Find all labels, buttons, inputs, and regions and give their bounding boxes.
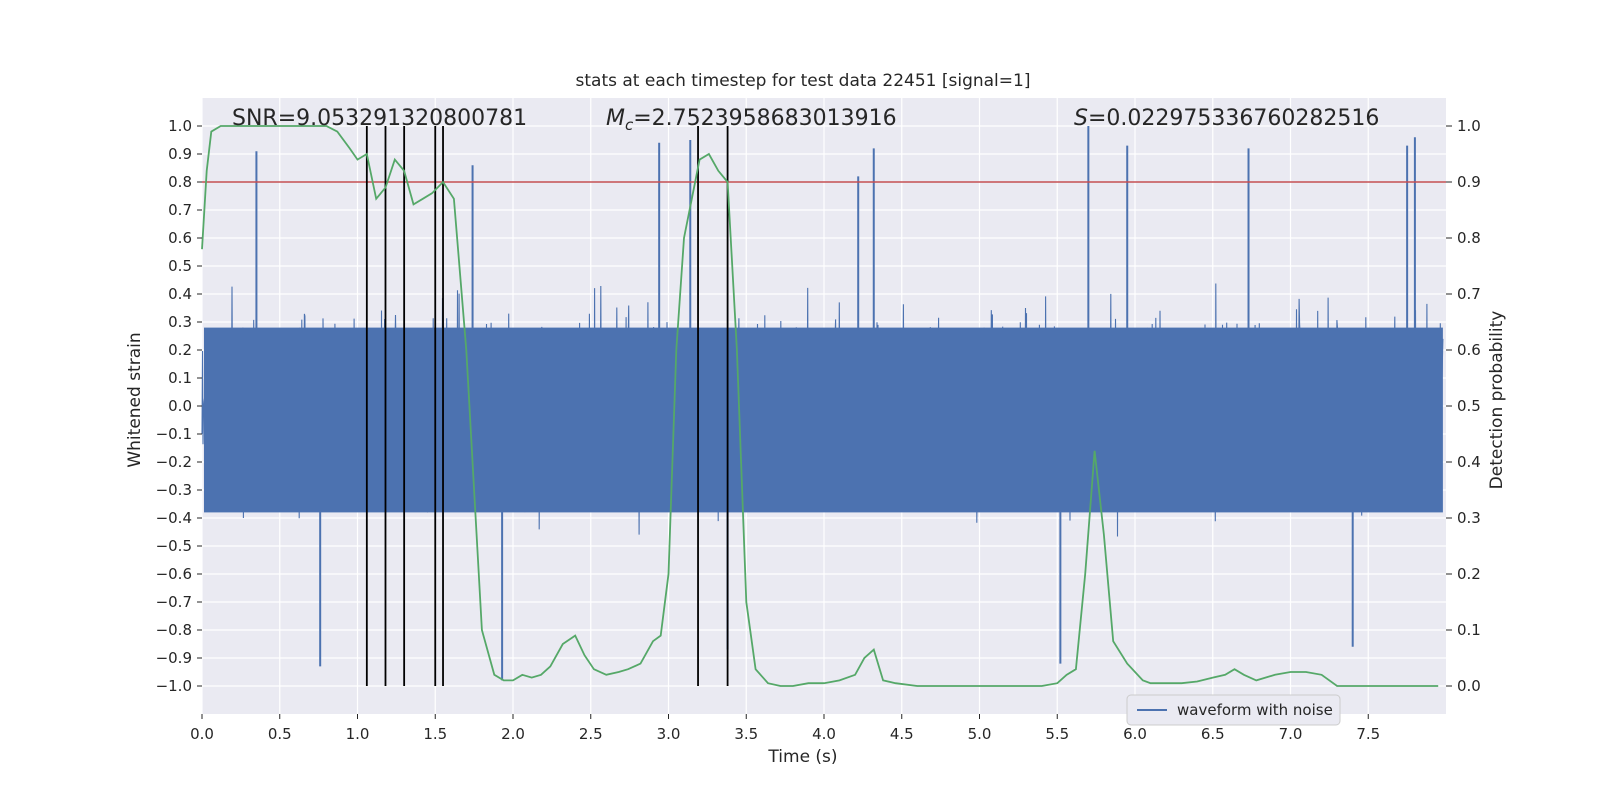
chart-title: stats at each timestep for test data 224… (576, 71, 1031, 91)
vertical-markers (365, 126, 729, 686)
x-tick-label: 5.5 (1045, 725, 1069, 743)
y-left-tick-label: 0.7 (168, 201, 192, 219)
axis-ticks: 0.0 0.5 1.0 1.5 2.0 2.5 3.0 3.5 4.0 4.5 5.0 5.5 6.0 6… (156, 117, 1481, 743)
y-left-tick-label: 0.3 (168, 313, 192, 331)
y-right-tick-label: 0.1 (1457, 621, 1481, 639)
chirp-mass-annotation: Mc=2.7523958683013916 (606, 106, 897, 134)
probability-series (201, 125, 1439, 687)
x-tick-label: 4.0 (812, 725, 836, 743)
probability-line (201, 125, 1439, 687)
chirp-mass-value: =2.7523958683013916 (633, 106, 896, 131)
x-axis-label: Time (s) (767, 747, 837, 767)
x-tick-label: 7.0 (1279, 725, 1303, 743)
y-left-tick-label: −0.1 (156, 425, 192, 443)
x-tick-label: 2.0 (501, 725, 525, 743)
y-left-tick-label: 1.0 (168, 117, 192, 135)
y-left-tick-label: 0.8 (168, 173, 192, 191)
snr-annotation: SNR=9.053291320800781 (232, 106, 527, 131)
y-right-tick-label: 0.5 (1457, 397, 1481, 415)
y-axis-label-left: Whitened strain (125, 332, 145, 467)
y-left-tick-label: −0.8 (156, 621, 192, 639)
x-tick-label: 6.5 (1201, 725, 1225, 743)
y-right-tick-label: 0.4 (1457, 453, 1481, 471)
y-right-tick-label: 0.8 (1457, 229, 1481, 247)
chirp-mass-subscript: c (625, 116, 634, 134)
y-left-tick-label: −0.7 (156, 593, 192, 611)
y-left-tick-label: 0.2 (168, 341, 192, 359)
y-right-tick-label: 0.9 (1457, 173, 1481, 191)
y-left-tick-label: 0.1 (168, 369, 192, 387)
x-tick-label: 7.5 (1356, 725, 1380, 743)
spin-symbol: S (1074, 106, 1088, 131)
y-left-tick-label: −0.6 (156, 565, 192, 583)
x-tick-label: 0.0 (190, 725, 214, 743)
x-tick-label: 5.0 (968, 725, 992, 743)
y-left-tick-label: −0.5 (156, 537, 192, 555)
y-left-tick-label: 0.6 (168, 229, 192, 247)
waveform-core-band (204, 327, 1443, 513)
chirp-mass-symbol: M (606, 106, 625, 131)
y-left-tick-label: 0.4 (168, 285, 192, 303)
x-tick-label: 4.5 (890, 725, 914, 743)
spin-annotation: S=0.022975336760282516 (1074, 106, 1379, 131)
waveform-series (201, 126, 1444, 681)
x-tick-label: 1.5 (423, 725, 447, 743)
y-left-tick-label: −0.9 (156, 649, 192, 667)
x-tick-label: 6.0 (1123, 725, 1147, 743)
y-right-tick-label: 0.3 (1457, 509, 1481, 527)
x-tick-label: 3.5 (734, 725, 758, 743)
legend: waveform with noise (1126, 694, 1341, 726)
y-right-tick-label: 0.0 (1457, 677, 1481, 695)
y-right-tick-label: 0.6 (1457, 341, 1481, 359)
y-right-tick-label: 0.7 (1457, 285, 1481, 303)
y-left-tick-label: −1.0 (156, 677, 192, 695)
y-left-tick-label: −0.4 (156, 509, 192, 527)
legend-label-waveform: waveform with noise (1177, 701, 1333, 719)
y-left-tick-label: −0.2 (156, 453, 192, 471)
y-right-tick-label: 0.2 (1457, 565, 1481, 583)
spin-value: =0.022975336760282516 (1088, 106, 1379, 131)
x-tick-label: 1.0 (346, 725, 370, 743)
x-tick-label: 2.5 (579, 725, 603, 743)
x-tick-label: 3.0 (657, 725, 681, 743)
y-left-tick-label: 0.0 (168, 397, 192, 415)
y-right-tick-label: 1.0 (1457, 117, 1481, 135)
legend-box (1126, 694, 1341, 726)
y-left-tick-label: 0.9 (168, 145, 192, 163)
y-left-tick-label: −0.3 (156, 481, 192, 499)
x-tick-label: 0.5 (268, 725, 292, 743)
y-axis-label-right: Detection probability (1487, 311, 1507, 490)
y-left-tick-label: 0.5 (168, 257, 192, 275)
